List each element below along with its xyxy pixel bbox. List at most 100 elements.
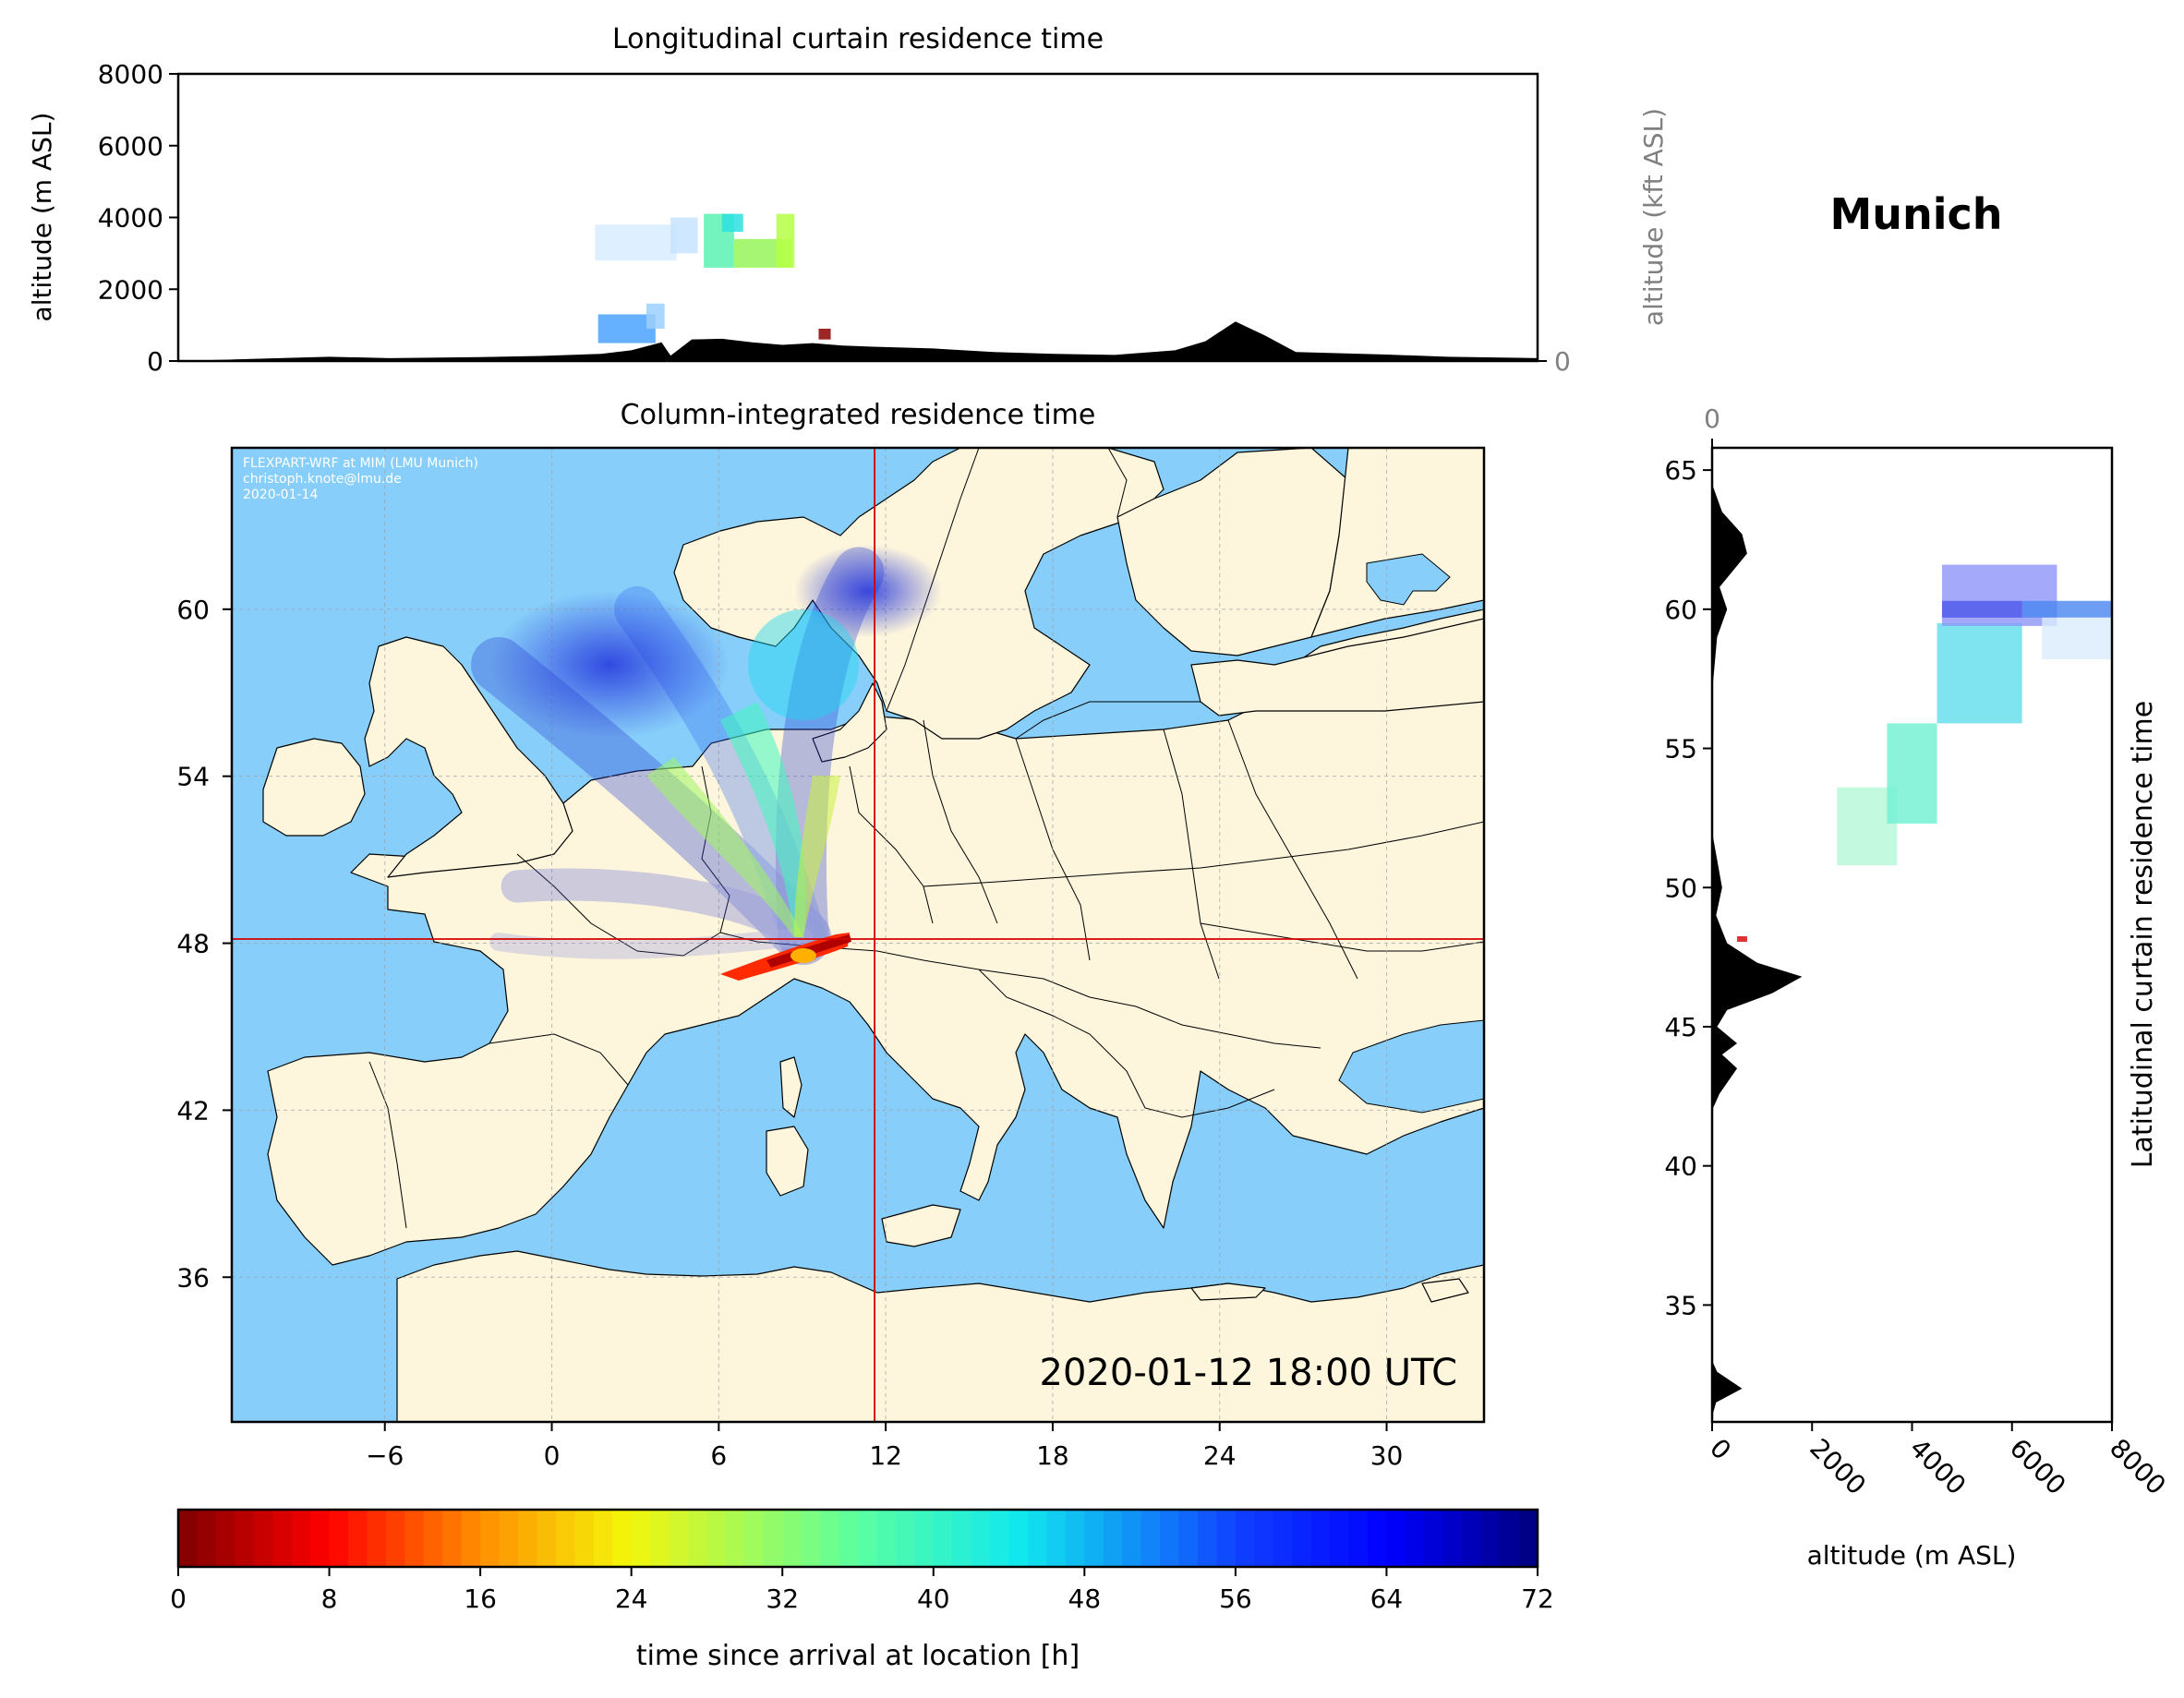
ytick-label: 2000 [98,274,163,305]
lake-ladoga [1366,553,1451,606]
colorbar-block [914,1510,935,1567]
colorbar-block [1216,1510,1237,1567]
credit-line-1: FLEXPART-WRF at MIM (LMU Munich) [243,456,478,471]
colorbar-block [1273,1510,1293,1567]
colorbar-block [933,1510,953,1567]
longitudinal-yticks-right: 050100 [1538,346,1571,377]
colorbar-block [1348,1510,1369,1567]
colorbar-block [725,1510,745,1567]
colorbar-block [197,1510,217,1567]
colorbar-block [876,1510,897,1567]
ytick-label: 60 [176,595,210,625]
longitudinal-yticks: 0 2000 4000 6000 8000 [98,59,178,377]
colorbar-tick-label: 16 [464,1584,497,1614]
colorbar-block [858,1510,878,1567]
column-title: Column-integrated residence time [621,399,1096,431]
latitudinal-xlabel: altitude (m ASL) [1807,1540,2017,1571]
sicily [881,1204,961,1247]
colorbar: 0 8 16 24 32 40 48 56 64 72 time since arrival at… [170,1508,1554,1672]
latitudinal-xticks: 0 2000 4000 6000 8000 [1704,1422,2172,1500]
colorbar-block [820,1510,840,1567]
colorbar-block [423,1510,443,1567]
xtick-label: −6 [366,1440,404,1471]
xtick-label: 2000 [1804,1433,1872,1501]
ytick-label: 55 [1664,734,1697,765]
colorbar-tick-label: 40 [917,1584,950,1614]
colorbar-block [499,1510,519,1567]
map-gridlines [232,448,1484,1422]
colorbar-block [1160,1510,1180,1567]
residence-cell [1737,936,1747,943]
colorbar-block [990,1510,1010,1567]
colorbar-block [518,1510,538,1567]
residence-cell [1937,622,2022,724]
colorbar-ticks: 0 8 16 24 32 40 48 56 64 72 [170,1567,1554,1614]
colorbar-block [461,1510,481,1567]
xtick-label: 4000 [1904,1433,1973,1501]
ytick-label: 35 [1664,1290,1697,1320]
latitudinal-terrain [1712,448,1803,1416]
colorbar-block [1500,1510,1520,1567]
russia-baltics [1190,448,1484,717]
colorbar-block [763,1510,783,1567]
ytick-label: 6000 [98,131,163,162]
colorbar-tick-label: 64 [1370,1584,1404,1614]
colorbar-block [744,1510,765,1567]
latitudinal-xticks-top: 050100 [1704,403,1720,448]
colorbar-block [1028,1510,1048,1567]
ytick-label: 42 [176,1095,210,1126]
colorbar-block [1368,1510,1388,1567]
residence-cell [670,217,698,254]
ytick-label: 60 [1664,595,1697,625]
xtick-label: 0 [1704,1433,1737,1466]
map-yticks: 36 42 48 54 60 [176,595,232,1293]
colorbar-block [348,1510,368,1567]
latitudinal-yticks: 35 40 45 50 55 60 65 [1664,455,1712,1320]
ireland [262,738,366,837]
colorbar-block [291,1510,311,1567]
residence-cell [721,213,743,233]
ytick-label: 54 [176,762,210,792]
colorbar-block [1065,1510,1085,1567]
ytick-label: 8000 [98,59,163,90]
colorbar-block [272,1510,293,1567]
colorbar-block [367,1510,387,1567]
colorbar-block [1480,1510,1501,1567]
colorbar-block [801,1510,821,1567]
colorbar-block [612,1510,633,1567]
residence-cell [1941,600,2022,618]
colorbar-block [1235,1510,1255,1567]
corsica [779,1056,802,1118]
sardinia [766,1126,809,1197]
colorbar-frame [176,1508,1539,1569]
colorbar-block [782,1510,802,1567]
colorbar-block [178,1510,199,1567]
colorbar-block [1292,1510,1312,1567]
residence-cell [595,224,677,261]
latitudinal-title: Latitudinal curtain residence time [2127,701,2159,1168]
latitudinal-residence-cells [1737,564,2112,943]
ytick-label: 0 [147,346,163,377]
colorbar-block [688,1510,708,1567]
black-sea [1338,1019,1484,1114]
colorbar-block [385,1510,405,1567]
colorbar-block [253,1510,273,1567]
country-borders [368,448,1484,1229]
longitudinal-ylabel-right: altitude (kft ASL) [1638,108,1669,326]
colorbar-blocks [178,1510,1538,1567]
colorbar-block [1140,1510,1161,1567]
colorbar-block [1103,1510,1123,1567]
colorbar-block [706,1510,727,1567]
crete [1190,1283,1266,1301]
colorbar-block [442,1510,463,1567]
colorbar-block [1254,1510,1274,1567]
xtick-label: 30 [1370,1440,1404,1471]
colorbar-block [1424,1510,1444,1567]
ytick-label: 50 [1664,873,1697,903]
longitudinal-axes-frame [176,72,1539,363]
colorbar-block [593,1510,613,1567]
longitudinal-ylabel: altitude (m ASL) [27,113,57,322]
timestamp: 2020-01-12 18:00 UTC [1040,1352,1457,1394]
longitudinal-panel: Longitudinal curtain residence time 0 200… [27,23,1669,377]
